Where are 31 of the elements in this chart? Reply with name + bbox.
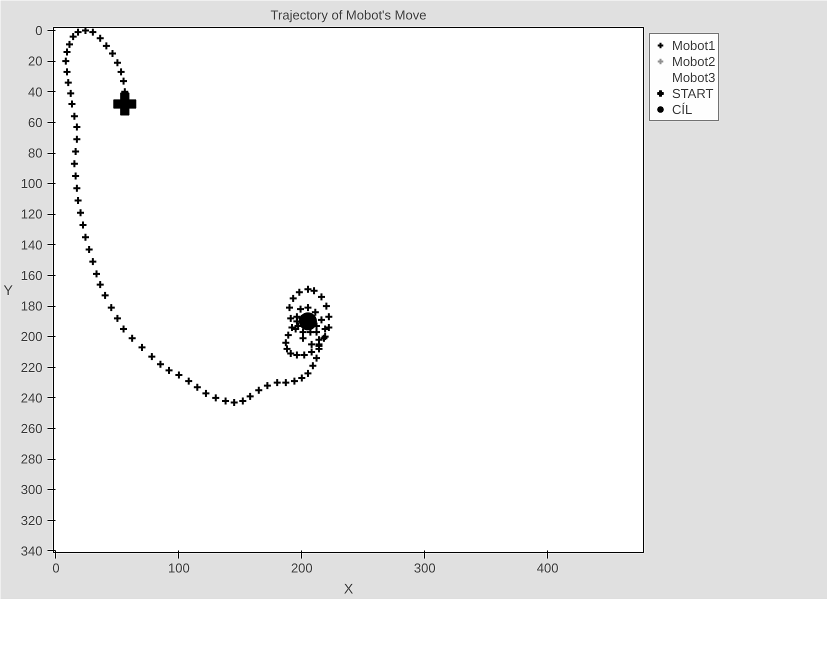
- y-tick-label: 60: [28, 114, 43, 130]
- y-tick-label: 120: [20, 206, 43, 222]
- x-tick-label: 200: [290, 560, 313, 576]
- y-tick-label: 180: [20, 298, 43, 314]
- legend-label: Mobot1: [672, 37, 716, 53]
- y-tick-label: 200: [20, 329, 43, 344]
- y-tick-label: 0: [35, 23, 43, 38]
- y-tick-label: 140: [20, 237, 43, 252]
- x-axis-title: X: [344, 580, 354, 596]
- chart-title: Trajectory of Mobot's Move: [270, 8, 426, 22]
- y-tick-label: 100: [20, 176, 43, 192]
- y-tick-label: 40: [28, 84, 43, 100]
- y-tick-label: 20: [28, 54, 43, 69]
- y-tick-label: 80: [28, 146, 43, 161]
- y-tick-label: 160: [20, 268, 43, 283]
- y-tick-label: 340: [20, 543, 43, 558]
- x-tick-label: 100: [168, 560, 190, 576]
- y-tick-label: 220: [20, 360, 43, 375]
- y-tick-label: 300: [20, 482, 43, 498]
- x-tick-label: 300: [414, 560, 436, 576]
- y-tick-label: 240: [20, 390, 43, 406]
- y-tick-label: 320: [20, 512, 43, 528]
- legend-label: Mobot2: [672, 53, 716, 69]
- y-axis-title: Y: [3, 282, 14, 298]
- legend-label: CÍL: [672, 101, 692, 117]
- legend-label: START: [672, 85, 714, 101]
- text: Mobot3: [672, 69, 716, 85]
- x-tick-label: 400: [536, 560, 558, 576]
- y-tick-label: 280: [20, 452, 43, 467]
- x-tick-label: 0: [52, 560, 60, 576]
- y-tick-label: 260: [20, 421, 43, 436]
